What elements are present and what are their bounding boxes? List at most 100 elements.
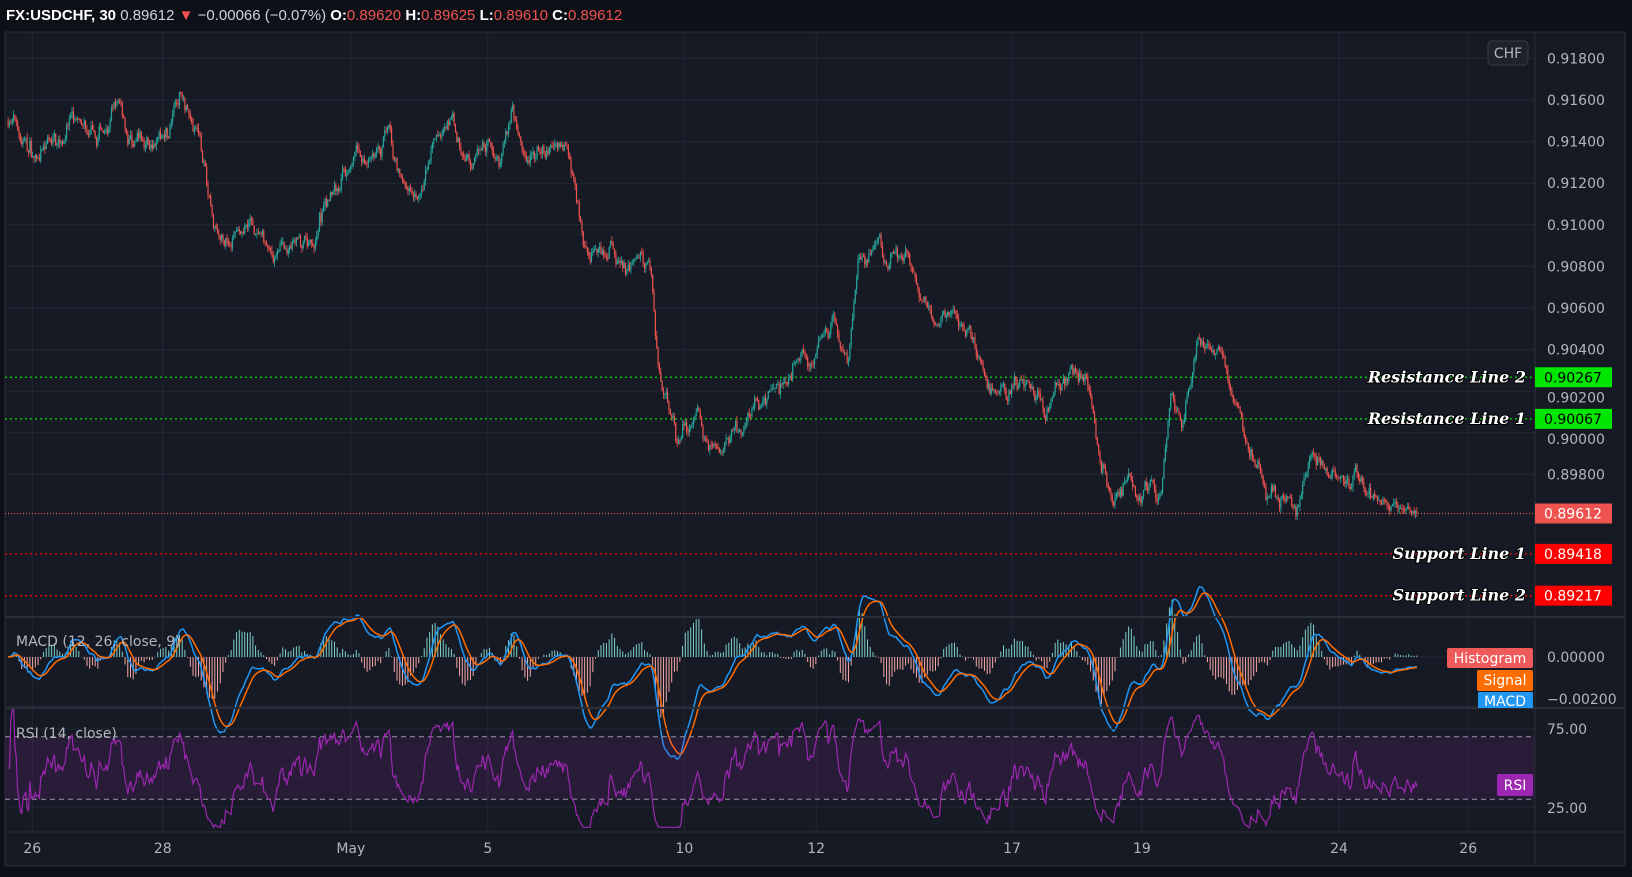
candle-body xyxy=(1179,413,1181,421)
candle-body xyxy=(441,134,443,138)
candle-body xyxy=(1217,347,1219,350)
candle-body xyxy=(465,158,467,162)
candle-body xyxy=(158,131,160,138)
candle-body xyxy=(1009,391,1011,394)
candle-body xyxy=(86,129,88,134)
candle-body xyxy=(933,321,935,325)
candle-body xyxy=(448,121,450,126)
candle-body xyxy=(992,387,994,391)
candle-body xyxy=(779,383,782,394)
candle-body xyxy=(981,359,983,363)
candle-body xyxy=(280,242,283,245)
candle-body xyxy=(972,337,975,340)
candle-body xyxy=(813,358,816,365)
candle-body xyxy=(1057,383,1059,385)
candle-body xyxy=(453,113,455,125)
candle-body xyxy=(875,244,877,246)
candle-body xyxy=(463,155,465,157)
candle-body xyxy=(615,254,617,265)
candle-body xyxy=(592,251,594,254)
candle-body xyxy=(1005,390,1007,400)
candle-body xyxy=(299,235,302,246)
candle-body xyxy=(983,368,986,375)
currency-badge[interactable]: CHF xyxy=(1487,40,1529,66)
candle-body xyxy=(1001,385,1003,387)
candle-body xyxy=(612,243,614,250)
candle-body xyxy=(1265,486,1267,501)
candle-body xyxy=(505,131,507,141)
candle-body xyxy=(400,173,402,178)
candle-body xyxy=(843,352,846,354)
candle-body xyxy=(966,330,968,336)
close-label: C: xyxy=(552,7,568,24)
candle-body xyxy=(1375,496,1377,498)
candle-body xyxy=(98,126,100,139)
candle-body xyxy=(377,147,379,150)
candle-body xyxy=(1386,502,1388,506)
candle-body xyxy=(237,228,239,231)
candle-body xyxy=(804,352,806,355)
candle-body xyxy=(94,131,96,138)
candle-body xyxy=(174,102,176,105)
candle-body xyxy=(56,143,58,146)
candle-body xyxy=(1395,501,1398,505)
candle-body xyxy=(1133,486,1135,488)
candle-body xyxy=(1325,468,1327,470)
candle-body xyxy=(128,138,130,145)
candle-body xyxy=(59,139,61,144)
rsi-title[interactable]: RSI (14, close) xyxy=(16,726,117,742)
candle-body xyxy=(116,102,118,106)
candle-body xyxy=(255,233,257,235)
candle-body xyxy=(291,242,293,249)
symbol-label[interactable]: FX:USDCHF, 30 xyxy=(6,7,116,24)
candle-body xyxy=(308,243,310,247)
candle-body xyxy=(45,143,47,149)
close-value: 0.89612 xyxy=(568,7,622,24)
candle-body xyxy=(1315,457,1317,466)
macd-title[interactable]: MACD (12, 26, close, 9) xyxy=(16,634,181,650)
candle-body xyxy=(408,187,410,192)
candle-body xyxy=(837,324,839,334)
candle-body xyxy=(675,423,677,441)
candle-body xyxy=(340,178,342,189)
candle-body xyxy=(563,145,565,151)
candle-body xyxy=(1060,385,1062,391)
candle-body xyxy=(627,264,629,271)
candle-body xyxy=(1197,338,1199,345)
candle-body xyxy=(42,146,45,150)
candle-body xyxy=(1404,509,1406,512)
candle-body xyxy=(654,311,656,336)
candle-body xyxy=(1141,496,1143,504)
candle-body xyxy=(212,214,215,228)
candle-body xyxy=(312,243,314,246)
candle-body xyxy=(955,310,957,315)
candle-body xyxy=(620,261,622,263)
candle-body xyxy=(1118,491,1120,497)
candle-body xyxy=(206,166,208,186)
candle-body xyxy=(688,428,690,433)
candle-body xyxy=(758,399,760,410)
candle-body xyxy=(1261,473,1263,478)
candle-body xyxy=(662,391,665,395)
candle-body xyxy=(1092,405,1094,414)
candle-body xyxy=(389,124,391,129)
candle-body xyxy=(850,329,852,345)
candle-body xyxy=(363,159,365,163)
candle-body xyxy=(1015,376,1017,381)
candle-body xyxy=(763,397,765,402)
candle-body xyxy=(495,157,497,160)
candle-body xyxy=(642,253,644,264)
candle-body xyxy=(93,129,95,132)
candle-body xyxy=(658,364,661,372)
candle-body xyxy=(381,147,383,157)
candle-body xyxy=(259,233,261,235)
candle-body xyxy=(426,170,428,171)
level-name: Support Line 1 xyxy=(1393,544,1526,563)
candle-body xyxy=(1229,386,1232,392)
candle-body xyxy=(246,224,249,228)
candle-body xyxy=(1117,491,1119,495)
candle-body xyxy=(822,335,824,338)
candle-body xyxy=(609,240,612,247)
candle-body xyxy=(1107,485,1109,489)
